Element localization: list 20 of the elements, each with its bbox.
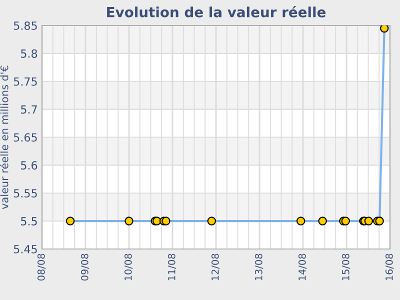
x-tick-label: 16/08 bbox=[385, 254, 394, 280]
y-tick-label: 5.45 bbox=[14, 245, 37, 254]
y-tick-label: 5.8 bbox=[21, 49, 38, 58]
chart-title: Evolution de la valeur réelle bbox=[107, 6, 326, 18]
x-tick-label: 13/08 bbox=[254, 254, 264, 280]
y-tick-label: 5.85 bbox=[14, 21, 37, 30]
y-tick-label: 5.5 bbox=[21, 217, 37, 226]
y-tick-label: 5.65 bbox=[14, 133, 37, 142]
y-tick-label: 5.6 bbox=[21, 161, 38, 170]
x-tick-label: 11/08 bbox=[168, 254, 176, 280]
y-tick-label: 5.55 bbox=[14, 189, 37, 198]
y-axis-title: valeur réelle en millions d'€ bbox=[0, 66, 8, 210]
x-tick-label: 08/08 bbox=[37, 254, 46, 281]
x-tick-label: 12/08 bbox=[211, 254, 220, 280]
x-tick-label: 09/08 bbox=[80, 254, 90, 281]
y-tick-label: 5.75 bbox=[14, 77, 37, 86]
x-tick-label: 10/08 bbox=[124, 254, 133, 280]
x-tick-label: 15/08 bbox=[342, 254, 350, 280]
y-tick-label: 5.7 bbox=[21, 105, 37, 114]
x-tick-label: 14/08 bbox=[298, 254, 307, 280]
